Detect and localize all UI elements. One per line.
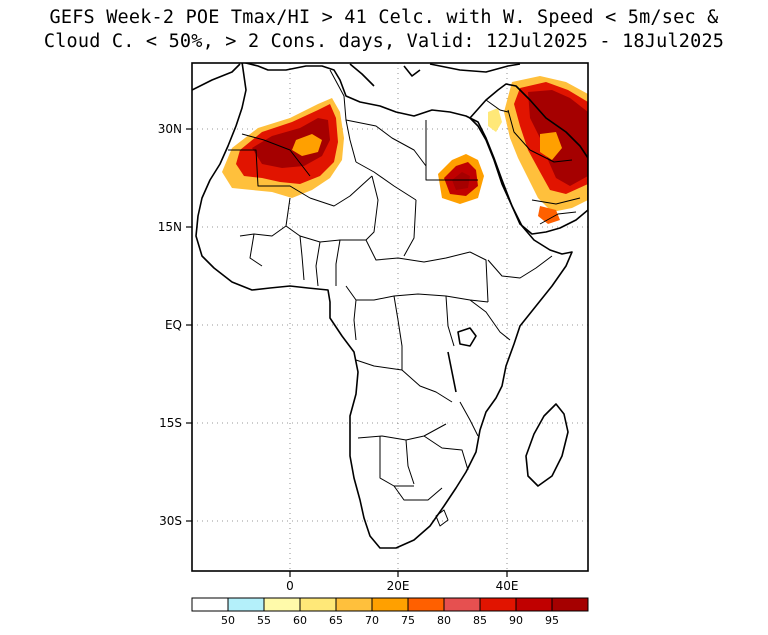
colorbar-label: 75 [401,614,415,627]
lon-label-0: 0 [286,579,294,593]
europe-outline [192,63,241,91]
colorbar-label: 95 [545,614,559,627]
lat-label-30n: 30N [158,122,182,136]
lat-label-30s: 30S [159,514,182,528]
lat-label-15n: 15N [158,220,182,234]
colorbar-label: 80 [437,614,451,627]
colorbar-label: 70 [365,614,379,627]
shade-yemen [538,206,560,224]
madagascar-outline [525,403,569,487]
colorbar-label: 55 [257,614,271,627]
lat-label-eq: EQ [165,318,182,332]
colorbar-label: 50 [221,614,235,627]
colorbar: 50 55 60 65 70 75 80 85 90 95 [191,597,589,627]
lon-label-40e: 40E [496,579,519,593]
map-border [191,62,589,572]
lon-label-20e: 20E [387,579,410,593]
colorbar-swatch [299,597,337,612]
shade-sahara-core [252,118,330,168]
italy-outline [349,63,375,87]
shade-arabia-light-patch [540,132,562,160]
colorbar-swatch [407,597,445,612]
colorbar-label: 90 [509,614,523,627]
colorbar-swatch [335,597,373,612]
colorbar-swatch [191,597,229,612]
colorbar-swatch [263,597,301,612]
colorbar-swatch [443,597,481,612]
colorbar-swatch [227,597,265,612]
colorbar-swatch [479,597,517,612]
chart-title-line-2: Cloud C. < 50%, > 2 Cons. days, Valid: 1… [43,31,725,52]
greece-outline [403,65,421,77]
africa-outline [195,63,573,549]
lake-victoria-outline [457,327,477,347]
shade-sudan-dark [452,172,470,190]
axis-ticks [186,128,508,577]
colorbar-swatch [515,597,553,612]
arabia-outline [469,83,588,235]
colorbar-label: 85 [473,614,487,627]
chart-title-line-1: GEFS Week-2 POE Tmax/HI > 41 Celc. with … [49,7,719,28]
colorbar-swatch [371,597,409,612]
turkey-outline [429,63,521,73]
probability-shading [222,76,588,224]
coastlines [192,63,588,549]
colorbar-label: 60 [293,614,307,627]
shade-sahara-inner-light [292,134,322,156]
lat-label-15s: 15S [159,416,182,430]
shade-levant [488,108,502,132]
colorbar-swatch [551,597,589,612]
colorbar-label: 65 [329,614,343,627]
lake-tanganyika-outline [447,351,457,393]
country-borders [228,69,581,527]
